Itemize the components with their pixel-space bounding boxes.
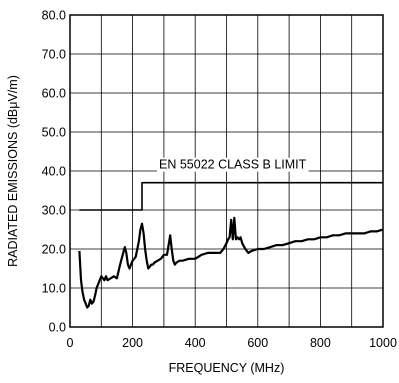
y-tick-label: 40.0	[42, 165, 66, 179]
y-tick-label: 0.0	[49, 321, 66, 335]
x-tick-label: 200	[122, 336, 143, 350]
x-tick-label: 0	[67, 336, 74, 350]
y-axis-label: RADIATED EMISSIONS (dBμV/m)	[6, 75, 20, 267]
y-tick-label: 20.0	[42, 243, 66, 257]
y-tick-label: 10.0	[42, 282, 66, 296]
x-tick-label: 400	[185, 336, 206, 350]
x-tick-label: 600	[247, 336, 268, 350]
y-tick-label: 70.0	[42, 48, 66, 62]
x-tick-label: 800	[310, 336, 331, 350]
limit-annotation: EN 55022 CLASS B LIMIT	[159, 158, 307, 172]
plot-frame	[69, 14, 384, 328]
measured-emissions-line	[78, 216, 384, 309]
x-tick-label: 1000	[369, 336, 397, 350]
y-tick-label: 50.0	[42, 126, 66, 140]
data-series	[78, 181, 384, 309]
y-tick-label: 60.0	[42, 87, 66, 101]
tick-labels: 0 200 400 600 800 1000 0.0 10.0 20.0 30.0 40.0 50.0…	[42, 9, 397, 351]
limit-line	[79, 181, 383, 211]
y-tick-label: 30.0	[42, 204, 66, 218]
y-tick-label: 80.0	[42, 9, 66, 23]
annotation-background	[157, 157, 309, 172]
x-axis-label: FREQUENCY (MHz)	[169, 361, 285, 375]
